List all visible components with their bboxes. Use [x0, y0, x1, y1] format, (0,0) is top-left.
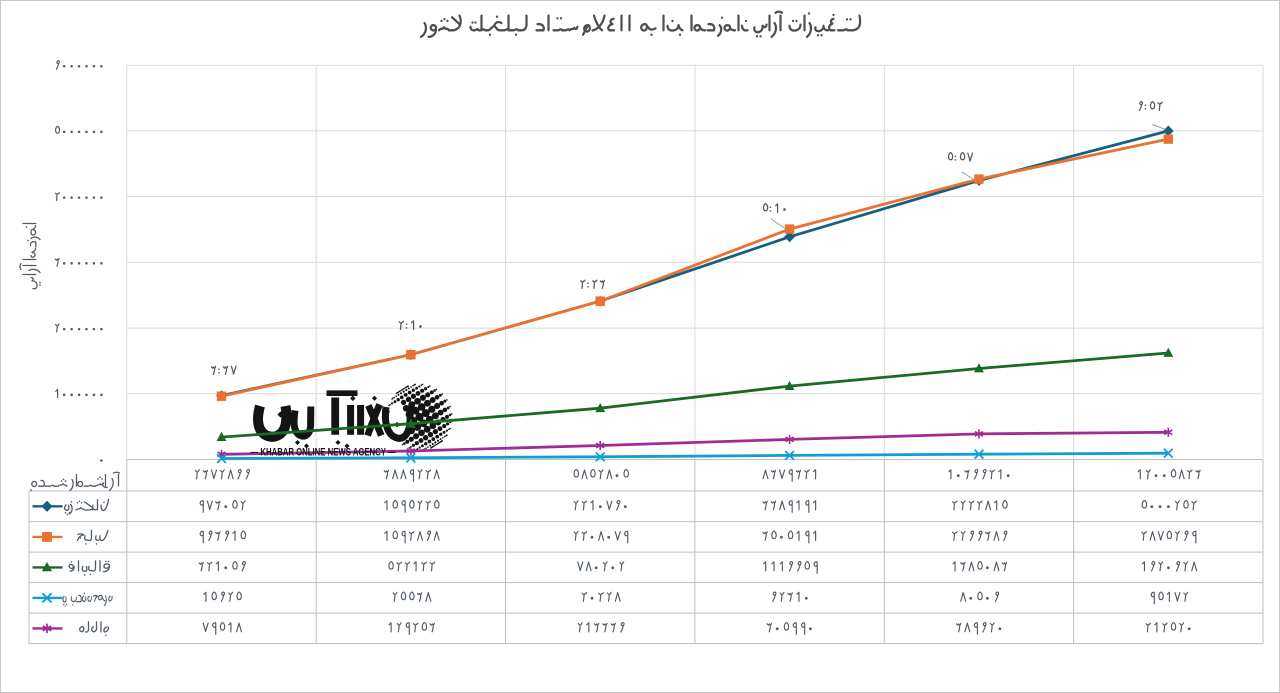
svg-text:— KHABAR ONLINE NEWS AGENCY —: — KHABAR ONLINE NEWS AGENCY —	[251, 445, 397, 457]
